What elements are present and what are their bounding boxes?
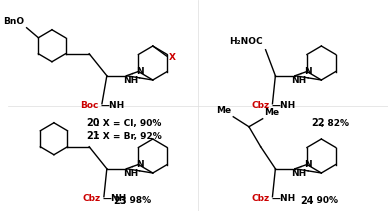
Text: —NH: —NH: [272, 194, 296, 203]
Text: Cbz: Cbz: [251, 101, 270, 110]
Text: , 90%: , 90%: [310, 196, 338, 206]
Text: Cbz: Cbz: [83, 194, 101, 203]
Text: , 98%: , 98%: [123, 196, 152, 206]
Text: H₂NOC: H₂NOC: [229, 37, 263, 46]
Text: : X = Br, 92%: : X = Br, 92%: [96, 131, 162, 141]
Text: Boc: Boc: [81, 101, 99, 110]
Text: 23: 23: [114, 196, 127, 206]
Text: Cbz: Cbz: [251, 194, 270, 203]
Text: NH: NH: [123, 76, 138, 85]
Text: BnO: BnO: [3, 17, 25, 26]
Text: 20: 20: [86, 118, 100, 128]
Text: N: N: [136, 160, 144, 169]
Text: 21: 21: [86, 131, 100, 141]
Text: N: N: [136, 67, 144, 76]
Text: NH: NH: [291, 76, 307, 85]
Text: —NH: —NH: [103, 194, 127, 203]
Text: : X = Cl, 90%: : X = Cl, 90%: [96, 119, 161, 127]
Text: Me: Me: [263, 108, 279, 117]
Text: X: X: [168, 53, 175, 61]
Text: , 82%: , 82%: [321, 119, 349, 127]
Text: 24: 24: [300, 196, 313, 206]
Text: 22: 22: [312, 118, 325, 128]
Text: —NH: —NH: [101, 101, 125, 110]
Text: NH: NH: [291, 169, 307, 178]
Text: Me: Me: [216, 106, 231, 115]
Text: —NH: —NH: [272, 101, 296, 110]
Text: N: N: [304, 160, 312, 169]
Text: N: N: [304, 67, 312, 76]
Text: NH: NH: [123, 169, 138, 178]
